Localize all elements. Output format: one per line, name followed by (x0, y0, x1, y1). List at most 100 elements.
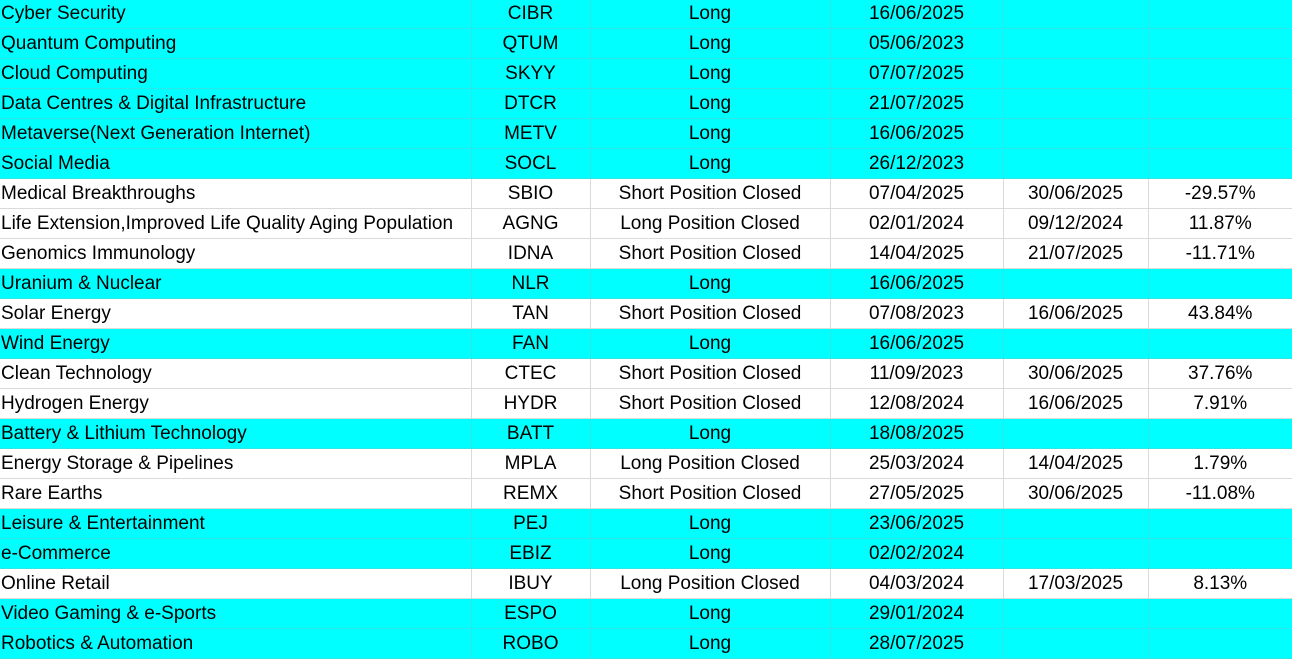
cell-position[interactable]: Short Position Closed (590, 238, 831, 269)
cell-open-date[interactable]: 07/07/2025 (830, 58, 1004, 89)
cell-ticker[interactable]: SOCL (471, 148, 591, 179)
cell-theme[interactable]: Cloud Computing (0, 58, 472, 89)
cell-return[interactable] (1148, 0, 1292, 29)
cell-close-date[interactable]: 14/04/2025 (1003, 448, 1149, 479)
cell-open-date[interactable]: 26/12/2023 (830, 148, 1004, 179)
cell-open-date[interactable]: 11/09/2023 (830, 358, 1004, 389)
cell-return[interactable]: 8.13% (1148, 568, 1292, 599)
cell-position[interactable]: Short Position Closed (590, 388, 831, 419)
cell-theme[interactable]: Wind Energy (0, 328, 472, 359)
cell-theme[interactable]: Rare Earths (0, 478, 472, 509)
cell-theme[interactable]: Energy Storage & Pipelines (0, 448, 472, 479)
cell-ticker[interactable]: NLR (471, 268, 591, 299)
cell-position[interactable]: Long (590, 58, 831, 89)
cell-open-date[interactable]: 14/04/2025 (830, 238, 1004, 269)
cell-close-date[interactable] (1003, 28, 1149, 59)
cell-theme[interactable]: Video Gaming & e-Sports (0, 598, 472, 629)
cell-open-date[interactable]: 02/02/2024 (830, 538, 1004, 569)
cell-theme[interactable]: Cyber Security (0, 0, 472, 29)
cell-ticker[interactable]: AGNG (471, 208, 591, 239)
cell-theme[interactable]: Robotics & Automation (0, 628, 472, 659)
cell-ticker[interactable]: ESPO (471, 598, 591, 629)
cell-theme[interactable]: Solar Energy (0, 298, 472, 329)
cell-open-date[interactable]: 04/03/2024 (830, 568, 1004, 599)
cell-open-date[interactable]: 23/06/2025 (830, 508, 1004, 539)
cell-return[interactable] (1148, 328, 1292, 359)
cell-position[interactable]: Long Position Closed (590, 568, 831, 599)
cell-position[interactable]: Long (590, 418, 831, 449)
cell-ticker[interactable]: CTEC (471, 358, 591, 389)
cell-close-date[interactable] (1003, 0, 1149, 29)
cell-close-date[interactable] (1003, 88, 1149, 119)
cell-position[interactable]: Long (590, 328, 831, 359)
cell-open-date[interactable]: 16/06/2025 (830, 0, 1004, 29)
cell-close-date[interactable] (1003, 628, 1149, 659)
cell-position[interactable]: Long (590, 538, 831, 569)
cell-return[interactable] (1148, 508, 1292, 539)
cell-close-date[interactable]: 17/03/2025 (1003, 568, 1149, 599)
cell-return[interactable] (1148, 598, 1292, 629)
cell-theme[interactable]: Genomics Immunology (0, 238, 472, 269)
cell-position[interactable]: Long Position Closed (590, 208, 831, 239)
cell-return[interactable] (1148, 538, 1292, 569)
cell-ticker[interactable]: BATT (471, 418, 591, 449)
cell-position[interactable]: Long (590, 268, 831, 299)
cell-theme[interactable]: Battery & Lithium Technology (0, 418, 472, 449)
cell-ticker[interactable]: SBIO (471, 178, 591, 209)
cell-return[interactable]: -11.08% (1148, 478, 1292, 509)
cell-position[interactable]: Long Position Closed (590, 448, 831, 479)
cell-ticker[interactable]: IDNA (471, 238, 591, 269)
cell-return[interactable]: 1.79% (1148, 448, 1292, 479)
cell-return[interactable]: 11.87% (1148, 208, 1292, 239)
cell-ticker[interactable]: QTUM (471, 28, 591, 59)
cell-close-date[interactable] (1003, 418, 1149, 449)
cell-open-date[interactable]: 29/01/2024 (830, 598, 1004, 629)
cell-theme[interactable]: Uranium & Nuclear (0, 268, 472, 299)
cell-theme[interactable]: Online Retail (0, 568, 472, 599)
cell-theme[interactable]: Life Extension,Improved Life Quality Agi… (0, 208, 472, 239)
cell-theme[interactable]: Metaverse(Next Generation Internet) (0, 118, 472, 149)
cell-open-date[interactable]: 16/06/2025 (830, 118, 1004, 149)
cell-ticker[interactable]: FAN (471, 328, 591, 359)
cell-close-date[interactable] (1003, 508, 1149, 539)
cell-return[interactable] (1148, 58, 1292, 89)
cell-close-date[interactable] (1003, 328, 1149, 359)
cell-ticker[interactable]: HYDR (471, 388, 591, 419)
cell-close-date[interactable] (1003, 118, 1149, 149)
cell-close-date[interactable] (1003, 538, 1149, 569)
cell-return[interactable] (1148, 268, 1292, 299)
cell-return[interactable] (1148, 628, 1292, 659)
cell-open-date[interactable]: 27/05/2025 (830, 478, 1004, 509)
cell-close-date[interactable]: 30/06/2025 (1003, 358, 1149, 389)
cell-ticker[interactable]: MPLA (471, 448, 591, 479)
cell-theme[interactable]: Quantum Computing (0, 28, 472, 59)
cell-ticker[interactable]: TAN (471, 298, 591, 329)
cell-position[interactable]: Short Position Closed (590, 358, 831, 389)
cell-position[interactable]: Short Position Closed (590, 298, 831, 329)
cell-theme[interactable]: Leisure & Entertainment (0, 508, 472, 539)
cell-open-date[interactable]: 18/08/2025 (830, 418, 1004, 449)
cell-ticker[interactable]: ROBO (471, 628, 591, 659)
cell-position[interactable]: Long (590, 88, 831, 119)
cell-position[interactable]: Long (590, 0, 831, 29)
cell-return[interactable]: -29.57% (1148, 178, 1292, 209)
cell-ticker[interactable]: SKYY (471, 58, 591, 89)
cell-return[interactable]: 43.84% (1148, 298, 1292, 329)
cell-ticker[interactable]: IBUY (471, 568, 591, 599)
cell-ticker[interactable]: REMX (471, 478, 591, 509)
cell-close-date[interactable]: 30/06/2025 (1003, 478, 1149, 509)
cell-return[interactable] (1148, 28, 1292, 59)
cell-open-date[interactable]: 07/04/2025 (830, 178, 1004, 209)
cell-ticker[interactable]: DTCR (471, 88, 591, 119)
cell-theme[interactable]: Hydrogen Energy (0, 388, 472, 419)
cell-open-date[interactable]: 16/06/2025 (830, 268, 1004, 299)
cell-open-date[interactable]: 02/01/2024 (830, 208, 1004, 239)
cell-open-date[interactable]: 05/06/2023 (830, 28, 1004, 59)
cell-close-date[interactable]: 09/12/2024 (1003, 208, 1149, 239)
cell-close-date[interactable]: 16/06/2025 (1003, 298, 1149, 329)
cell-open-date[interactable]: 16/06/2025 (830, 328, 1004, 359)
cell-open-date[interactable]: 25/03/2024 (830, 448, 1004, 479)
cell-open-date[interactable]: 07/08/2023 (830, 298, 1004, 329)
cell-close-date[interactable] (1003, 58, 1149, 89)
cell-return[interactable] (1148, 148, 1292, 179)
